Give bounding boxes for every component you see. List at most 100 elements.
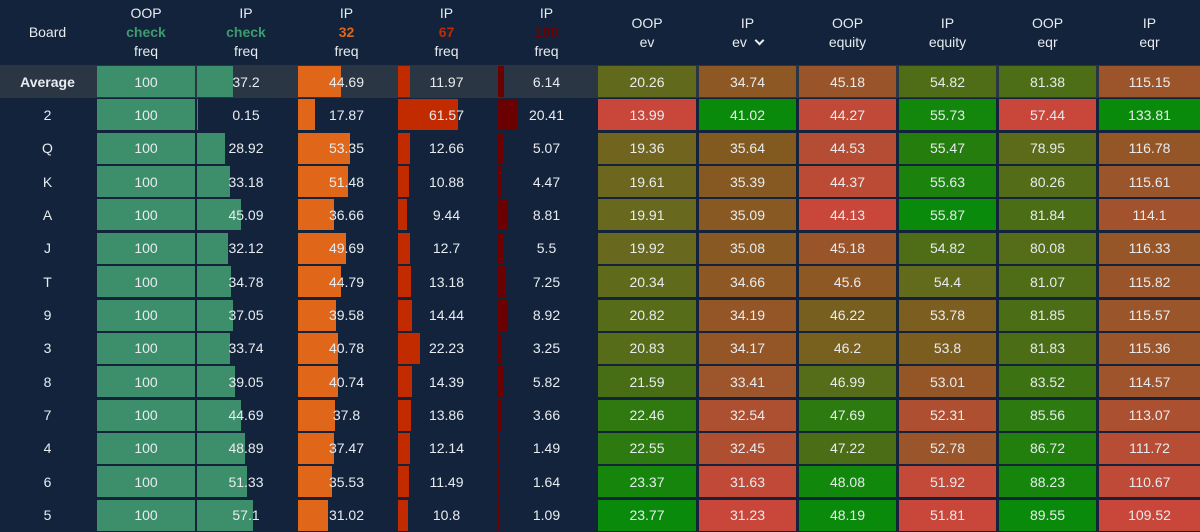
- table-row[interactable]: J 100 32.12 49.69 12.7 5.5 19.92 35.08 45.18 54.8…: [0, 232, 1200, 265]
- ip-ev-value: 33.41: [729, 373, 766, 390]
- ip-32-freq-cell: 31.02: [298, 499, 395, 531]
- oop-equity-value: 46.99: [829, 373, 866, 390]
- ip-eqr-cell: 116.33: [1099, 232, 1200, 264]
- oop-eqr-cell: 89.55: [999, 499, 1096, 531]
- oop-equity-cell: 47.22: [799, 432, 896, 464]
- ip-check-freq-value: 33.18: [228, 173, 264, 190]
- ip-67-freq-value: 12.7: [432, 240, 461, 257]
- ip-67-freq-cell: 12.66: [398, 132, 495, 164]
- ip-check-freq-value: 48.89: [228, 440, 264, 457]
- chevron-down-icon[interactable]: [754, 35, 765, 45]
- ip-32-freq-value: 17.87: [328, 106, 365, 123]
- ip-100-freq-bar: [498, 132, 503, 164]
- header-ip-eqr[interactable]: IP eqr: [1099, 0, 1200, 65]
- ip-67-freq-cell: 14.39: [398, 366, 495, 398]
- oop-check-freq-cell: 100: [97, 166, 195, 198]
- table-row[interactable]: 2 100 0.15 17.87 61.57 20.41 13.99 41.02 44.27 55…: [0, 98, 1200, 131]
- oop-check-freq-bar: [97, 66, 195, 97]
- board-value: 5: [43, 507, 52, 524]
- header-ip-check-freq[interactable]: IP check freq: [197, 0, 295, 65]
- ip-equity-cell: 52.31: [899, 399, 996, 431]
- ip-equity-value: 54.82: [929, 73, 966, 90]
- ip-32-freq-cell: 39.58: [298, 299, 395, 331]
- ip-eqr-value: 115.57: [1128, 307, 1171, 324]
- oop-equity-cell: 45.18: [799, 66, 896, 97]
- ip-67-freq-bar: [398, 132, 411, 164]
- table-row[interactable]: T 100 34.78 44.79 13.18 7.25 20.34 34.66 45.6 54.…: [0, 265, 1200, 298]
- ip-eqr-cell: 133.81: [1099, 99, 1200, 131]
- ip-100-freq-cell: 8.92: [498, 299, 595, 331]
- table-row[interactable]: 8 100 39.05 40.74 14.39 5.82 21.59 33.41 46.99 53…: [0, 365, 1200, 398]
- board-cell: 8: [0, 366, 95, 397]
- oop-eqr-cell: 83.52: [999, 366, 1096, 398]
- oop-check-freq-bar: [97, 466, 195, 498]
- table-row[interactable]: 5 100 57.1 31.02 10.8 1.09 23.77 31.23 48.19 51.8…: [0, 499, 1200, 532]
- table-row[interactable]: 6 100 51.33 35.53 11.49 1.64 23.37 31.63 48.08 51…: [0, 465, 1200, 498]
- oop-equity-cell: 45.6: [799, 266, 896, 298]
- oop-ev-cell: 20.34: [598, 266, 696, 298]
- table-row[interactable]: 4 100 48.89 37.47 12.14 1.49 22.55 32.45 47.22 52…: [0, 432, 1200, 465]
- header-ip-equity[interactable]: IP equity: [899, 0, 996, 65]
- ip-eqr-value: 109.52: [1128, 507, 1171, 524]
- oop-ev-cell: 13.99: [598, 99, 696, 131]
- ip-check-freq-value: 32.12: [228, 240, 264, 257]
- header-board[interactable]: Board: [0, 0, 95, 65]
- ip-equity-value: 51.92: [929, 473, 966, 490]
- oop-equity-value: 47.22: [829, 440, 866, 457]
- ip-equity-cell: 51.92: [899, 466, 996, 498]
- table-row[interactable]: Q 100 28.92 53.35 12.66 5.07 19.36 35.64 44.53 55…: [0, 132, 1200, 165]
- ip-check-freq-cell: 33.74: [197, 332, 295, 364]
- oop-ev-cell: 23.37: [598, 466, 696, 498]
- header-ip-32-freq[interactable]: IP 32 freq: [298, 0, 395, 65]
- ip-32-freq-cell: 37.47: [298, 432, 395, 464]
- ip-100-freq-bar: [498, 99, 518, 131]
- ip-ev-cell: 33.41: [699, 366, 796, 398]
- oop-check-freq-value: 100: [134, 73, 158, 90]
- oop-equity-value: 46.2: [833, 340, 862, 357]
- ip-67-freq-bar: [398, 266, 411, 298]
- ip-check-freq-bar: [197, 399, 241, 431]
- header-oop-eqr[interactable]: OOP eqr: [999, 0, 1096, 65]
- oop-ev-cell: 19.91: [598, 199, 696, 231]
- header-ip-100-freq[interactable]: IP 100 freq: [498, 0, 595, 65]
- ip-equity-cell: 53.78: [899, 299, 996, 331]
- table-row[interactable]: A 100 45.09 36.66 9.44 8.81 19.91 35.09 44.13 55.…: [0, 198, 1200, 231]
- ip-eqr-value: 114.1: [1132, 206, 1167, 223]
- ip-67-freq-cell: 12.7: [398, 232, 495, 264]
- header-oop-equity[interactable]: OOP equity: [799, 0, 896, 65]
- board-value: A: [42, 206, 53, 223]
- ip-100-freq-cell: 7.25: [498, 266, 595, 298]
- ip-32-freq-bar: [298, 166, 348, 198]
- ip-equity-cell: 52.78: [899, 432, 996, 464]
- header-oop-check-freq[interactable]: OOP check freq: [97, 0, 195, 65]
- header-mid-label: eqr: [1139, 33, 1160, 50]
- average-row[interactable]: Average 100 37.2 44.69 11.97 6.14 20.26 34.74 45…: [0, 65, 1200, 99]
- header-ip-ev[interactable]: IP ev: [699, 0, 796, 65]
- table-row[interactable]: 7 100 44.69 37.8 13.86 3.66 22.46 32.54 47.69 52.…: [0, 399, 1200, 432]
- ip-check-freq-value: 51.33: [228, 473, 264, 490]
- ip-32-freq-value: 44.69: [328, 73, 365, 90]
- table-row[interactable]: 9 100 37.05 39.58 14.44 8.92 20.82 34.19 46.22 53…: [0, 299, 1200, 332]
- ip-32-freq-cell: 44.69: [298, 66, 395, 97]
- oop-equity-value: 44.37: [829, 173, 866, 190]
- ip-100-freq-value: 4.47: [532, 173, 561, 190]
- header-ip-67-freq[interactable]: IP 67 freq: [398, 0, 495, 65]
- header-top-label: IP: [439, 5, 454, 21]
- ip-ev-value: 35.08: [729, 240, 766, 257]
- oop-equity-value: 45.18: [829, 73, 866, 90]
- ip-32-freq-cell: 53.35: [298, 132, 395, 164]
- ip-32-freq-bar: [298, 66, 342, 97]
- ip-eqr-cell: 115.61: [1099, 166, 1200, 198]
- ip-100-freq-bar: [498, 166, 503, 198]
- table-row[interactable]: 3 100 33.74 40.78 22.23 3.25 20.83 34.17 46.2 53.…: [0, 332, 1200, 365]
- ip-67-freq-cell: 10.8: [398, 499, 495, 531]
- board-cell: Q: [0, 133, 95, 164]
- ip-32-freq-value: 44.79: [328, 273, 365, 290]
- table-row[interactable]: K 100 33.18 51.48 10.88 4.47 19.61 35.39 44.37 55…: [0, 165, 1200, 198]
- header-bot-label: freq: [434, 43, 459, 59]
- ip-100-freq-value: 7.25: [532, 273, 561, 290]
- oop-ev-value: 20.34: [629, 273, 665, 290]
- header-oop-ev[interactable]: OOP ev: [598, 0, 696, 65]
- ip-check-freq-cell: 45.09: [197, 199, 295, 231]
- board-value: 6: [43, 473, 52, 490]
